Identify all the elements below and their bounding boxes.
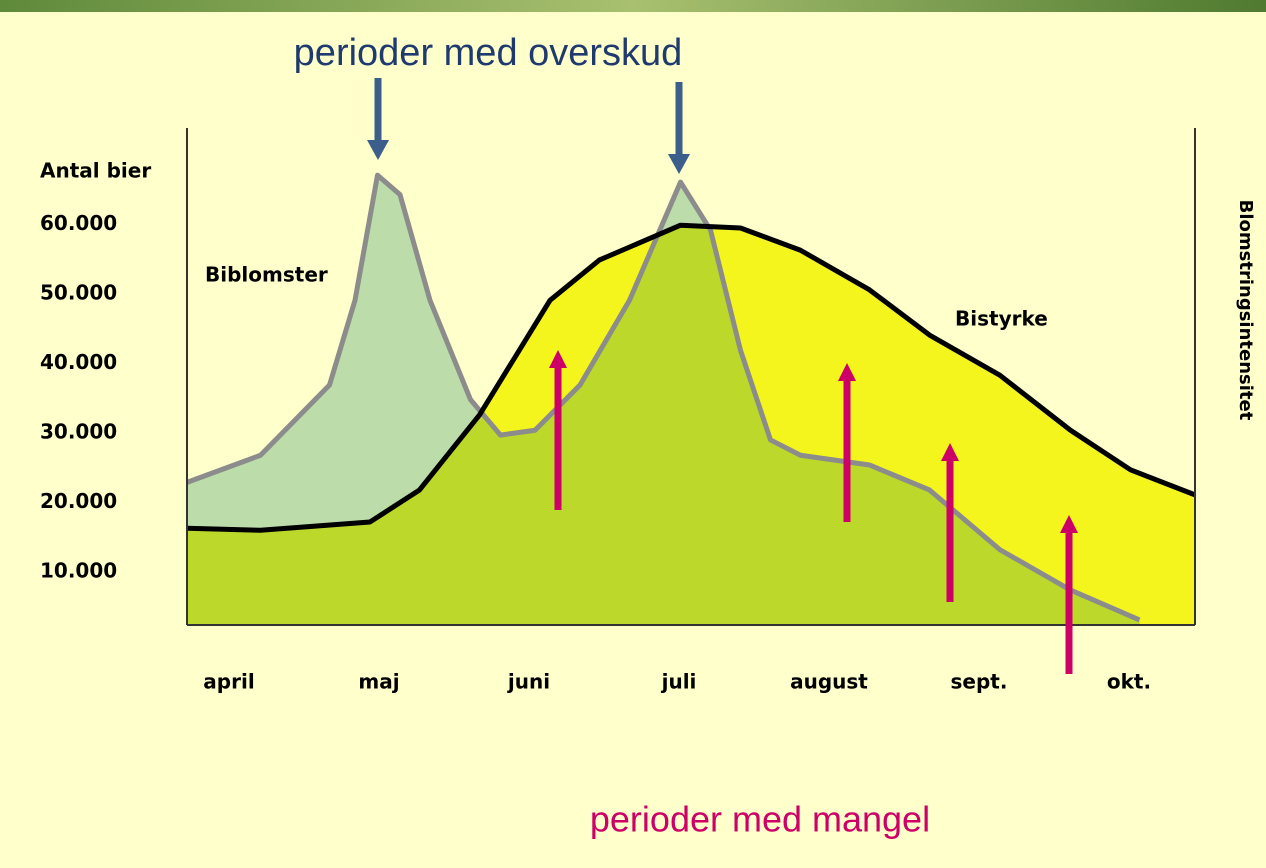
y-tick-label: 40.000 [40,350,117,374]
y-tick-label: 30.000 [40,420,117,444]
title: perioder med overskud [294,32,683,74]
y-tick-label: 60.000 [40,211,117,235]
x-tick-label: okt. [1107,670,1151,694]
x-tick-label: august [790,670,868,694]
y-tick-label: 10.000 [40,558,117,582]
series-label: Biblomster [205,263,328,287]
slide: Antal bier Blomstringsintensitet periode… [0,0,1266,868]
x-tick-label: maj [358,670,399,694]
annotation: perioder med mangel [590,799,930,840]
y-tick-label: 50.000 [40,281,117,305]
y-tick-label: 20.000 [40,489,117,513]
series-label: Bistyrke [955,307,1048,331]
x-tick-label: april [203,670,254,694]
y2-axis-title: Blomstringsintensitet [1235,200,1256,421]
y-axis-title: Antal bier [40,159,151,183]
x-tick-label: juli [661,670,697,694]
x-tick-label: juni [507,670,550,694]
top-band [0,0,1266,12]
x-tick-label: sept. [951,670,1008,694]
